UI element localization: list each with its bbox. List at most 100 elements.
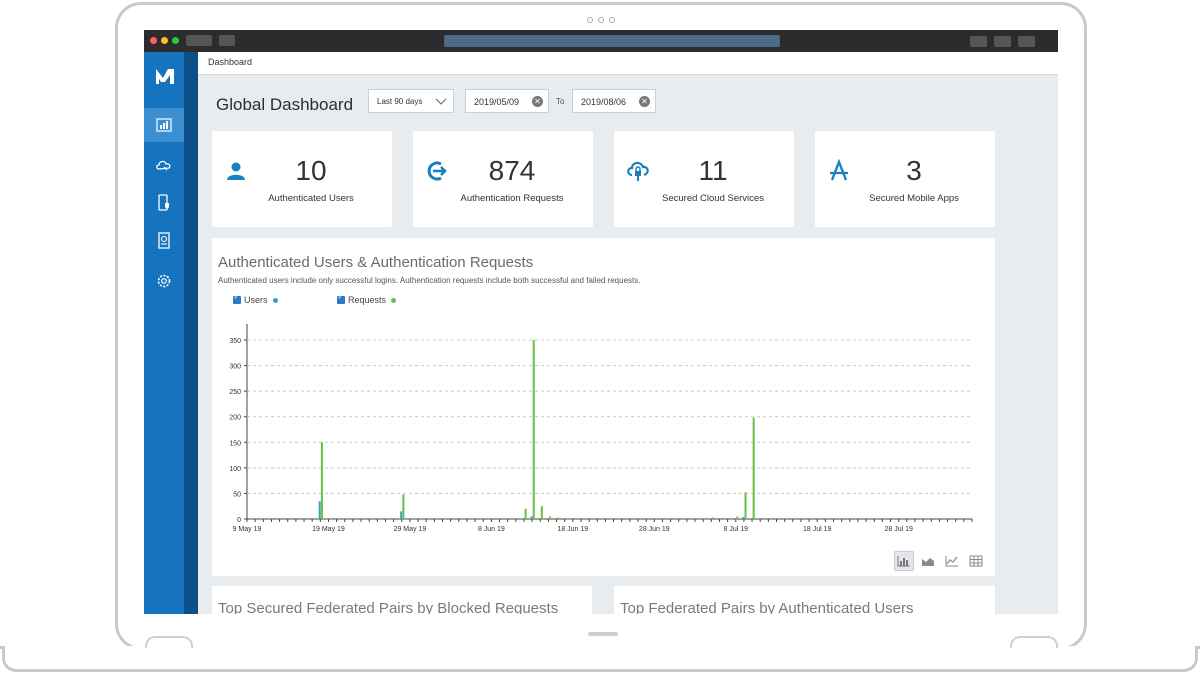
stat-card-authentication-requests[interactable]: 874 Authentication Requests (413, 131, 593, 227)
from-date-field[interactable]: 2019/05/09 ✕ (465, 89, 549, 113)
sidebar-toggle-button[interactable] (219, 35, 235, 46)
requests-bar (711, 517, 714, 519)
x-tick-label: 8 Jun 19 (478, 526, 505, 533)
stat-label: Authenticated Users (268, 193, 354, 204)
users-checkbox[interactable] (233, 293, 241, 304)
close-window-button[interactable] (150, 37, 157, 44)
sidebar-item-reports[interactable] (144, 224, 184, 258)
requests-bar (728, 517, 731, 519)
area-chart-view-button[interactable] (918, 551, 938, 571)
laptop-hinge-left (145, 636, 193, 648)
area-chart-icon (922, 558, 934, 566)
back-forward-buttons[interactable] (186, 35, 212, 46)
address-bar[interactable] (444, 35, 780, 47)
range-dropdown-value: Last 90 days (377, 97, 423, 106)
mobile-shield-icon (158, 194, 169, 211)
breadcrumb-label: Dashboard (208, 57, 253, 67)
y-tick-label: 150 (229, 440, 241, 447)
sidebar-item-dashboard[interactable] (144, 108, 184, 142)
to-date-value: 2019/08/06 (581, 97, 627, 107)
minimize-window-button[interactable] (161, 37, 168, 44)
camera-dots (587, 17, 615, 23)
y-tick-label: 50 (233, 491, 241, 498)
requests-bar (540, 506, 543, 519)
requests-bar (532, 340, 535, 519)
to-label: To (556, 97, 565, 106)
laptop-hinge-right (1010, 636, 1058, 648)
window-controls (150, 37, 179, 44)
requests-bar (402, 494, 405, 519)
app-logo-icon[interactable] (154, 66, 176, 86)
sidebar-item-mobile-apps[interactable] (144, 186, 184, 220)
legend-users[interactable]: Users (233, 293, 278, 305)
legend-requests[interactable]: Requests (337, 293, 397, 305)
chevron-down-icon (435, 98, 447, 105)
share-button[interactable] (994, 36, 1011, 47)
sidebar-rail (184, 52, 198, 614)
users-bar (318, 501, 321, 519)
y-tick-label: 200 (229, 415, 241, 422)
users-bar (742, 516, 745, 519)
bar-chart-icon (897, 556, 910, 567)
chart-title: Authenticated Users & Authentication Req… (218, 254, 534, 271)
bar-chart-view-button[interactable] (894, 551, 914, 571)
y-tick-label: 100 (229, 466, 241, 473)
authenticated-users-title: Top Federated Pairs by Authenticated Use… (620, 600, 914, 614)
cloud-icon (156, 160, 171, 171)
chart-subtitle: Authenticated users include only success… (218, 276, 641, 285)
gear-icon (157, 274, 171, 288)
x-tick-label: 8 Jul 19 (723, 526, 748, 533)
x-tick-label: 18 Jun 19 (557, 526, 588, 533)
x-tick-label: 28 Jun 19 (639, 526, 670, 533)
download-button[interactable] (970, 36, 987, 47)
zoom-window-button[interactable] (172, 37, 179, 44)
tabs-button[interactable] (1018, 36, 1035, 47)
cloud-lock-icon (627, 161, 649, 181)
x-tick-label: 19 May 19 (312, 526, 345, 533)
table-icon (969, 555, 983, 567)
stat-value: 3 (906, 155, 922, 186)
legend-requests-label: Requests (348, 295, 387, 305)
line-chart-view-button[interactable] (942, 551, 962, 571)
stat-value: 10 (295, 155, 327, 186)
requests-bar (573, 517, 576, 519)
laptop-notch (588, 632, 618, 636)
sidebar-item-settings[interactable] (144, 264, 184, 298)
users-dot (272, 297, 278, 303)
requests-bar (549, 516, 552, 519)
to-date-field[interactable]: 2019/08/06 ✕ (572, 89, 656, 113)
range-dropdown[interactable]: Last 90 days (368, 89, 454, 113)
requests-chart: 0 50 100 150 200 250 300 350 9 May 19 19 May 19 29… (229, 324, 973, 533)
x-tick-label: 9 May 19 (233, 526, 262, 533)
requests-bar (524, 508, 527, 519)
stat-label: Secured Mobile Apps (869, 193, 959, 204)
clear-to-date-icon[interactable]: ✕ (639, 96, 650, 107)
line-chart-icon (945, 556, 958, 567)
stat-card-secured-mobile-apps[interactable]: 3 Secured Mobile Apps (815, 131, 995, 227)
sidebar-item-cloud-services[interactable] (144, 148, 184, 182)
users-bar (400, 511, 403, 519)
requests-bar (752, 417, 755, 519)
legend-users-label: Users (244, 295, 268, 305)
page-title: Global Dashboard (216, 95, 354, 114)
blocked-requests-title: Top Secured Federated Pairs by Blocked R… (218, 600, 559, 614)
requests-bar (557, 517, 560, 519)
x-tick-label: 18 Jul 19 (803, 526, 832, 533)
stat-card-secured-cloud-services[interactable]: 11 Secured Cloud Services (614, 131, 794, 227)
y-tick-label: 350 (229, 338, 241, 345)
requests-checkbox[interactable] (337, 293, 345, 304)
y-tick-label: 300 (229, 364, 241, 371)
stat-card-authenticated-users[interactable]: 10 Authenticated Users (212, 131, 392, 227)
browser-toolbar (144, 30, 1058, 52)
y-tick-label: 0 (237, 517, 241, 524)
requests-dot (391, 297, 397, 303)
screen: Dashboard Global Dashboard Last 90 days … (144, 30, 1058, 614)
from-date-value: 2019/05/09 (474, 97, 520, 107)
app-store-icon (830, 159, 848, 181)
table-view-button[interactable] (966, 551, 986, 571)
clear-from-date-icon[interactable]: ✕ (532, 96, 543, 107)
requests-bar (320, 442, 323, 519)
x-tick-label: 28 Jul 19 (884, 526, 913, 533)
requests-bar (736, 516, 739, 519)
blocked-requests-panel: Top Secured Federated Pairs by Blocked R… (212, 586, 592, 614)
